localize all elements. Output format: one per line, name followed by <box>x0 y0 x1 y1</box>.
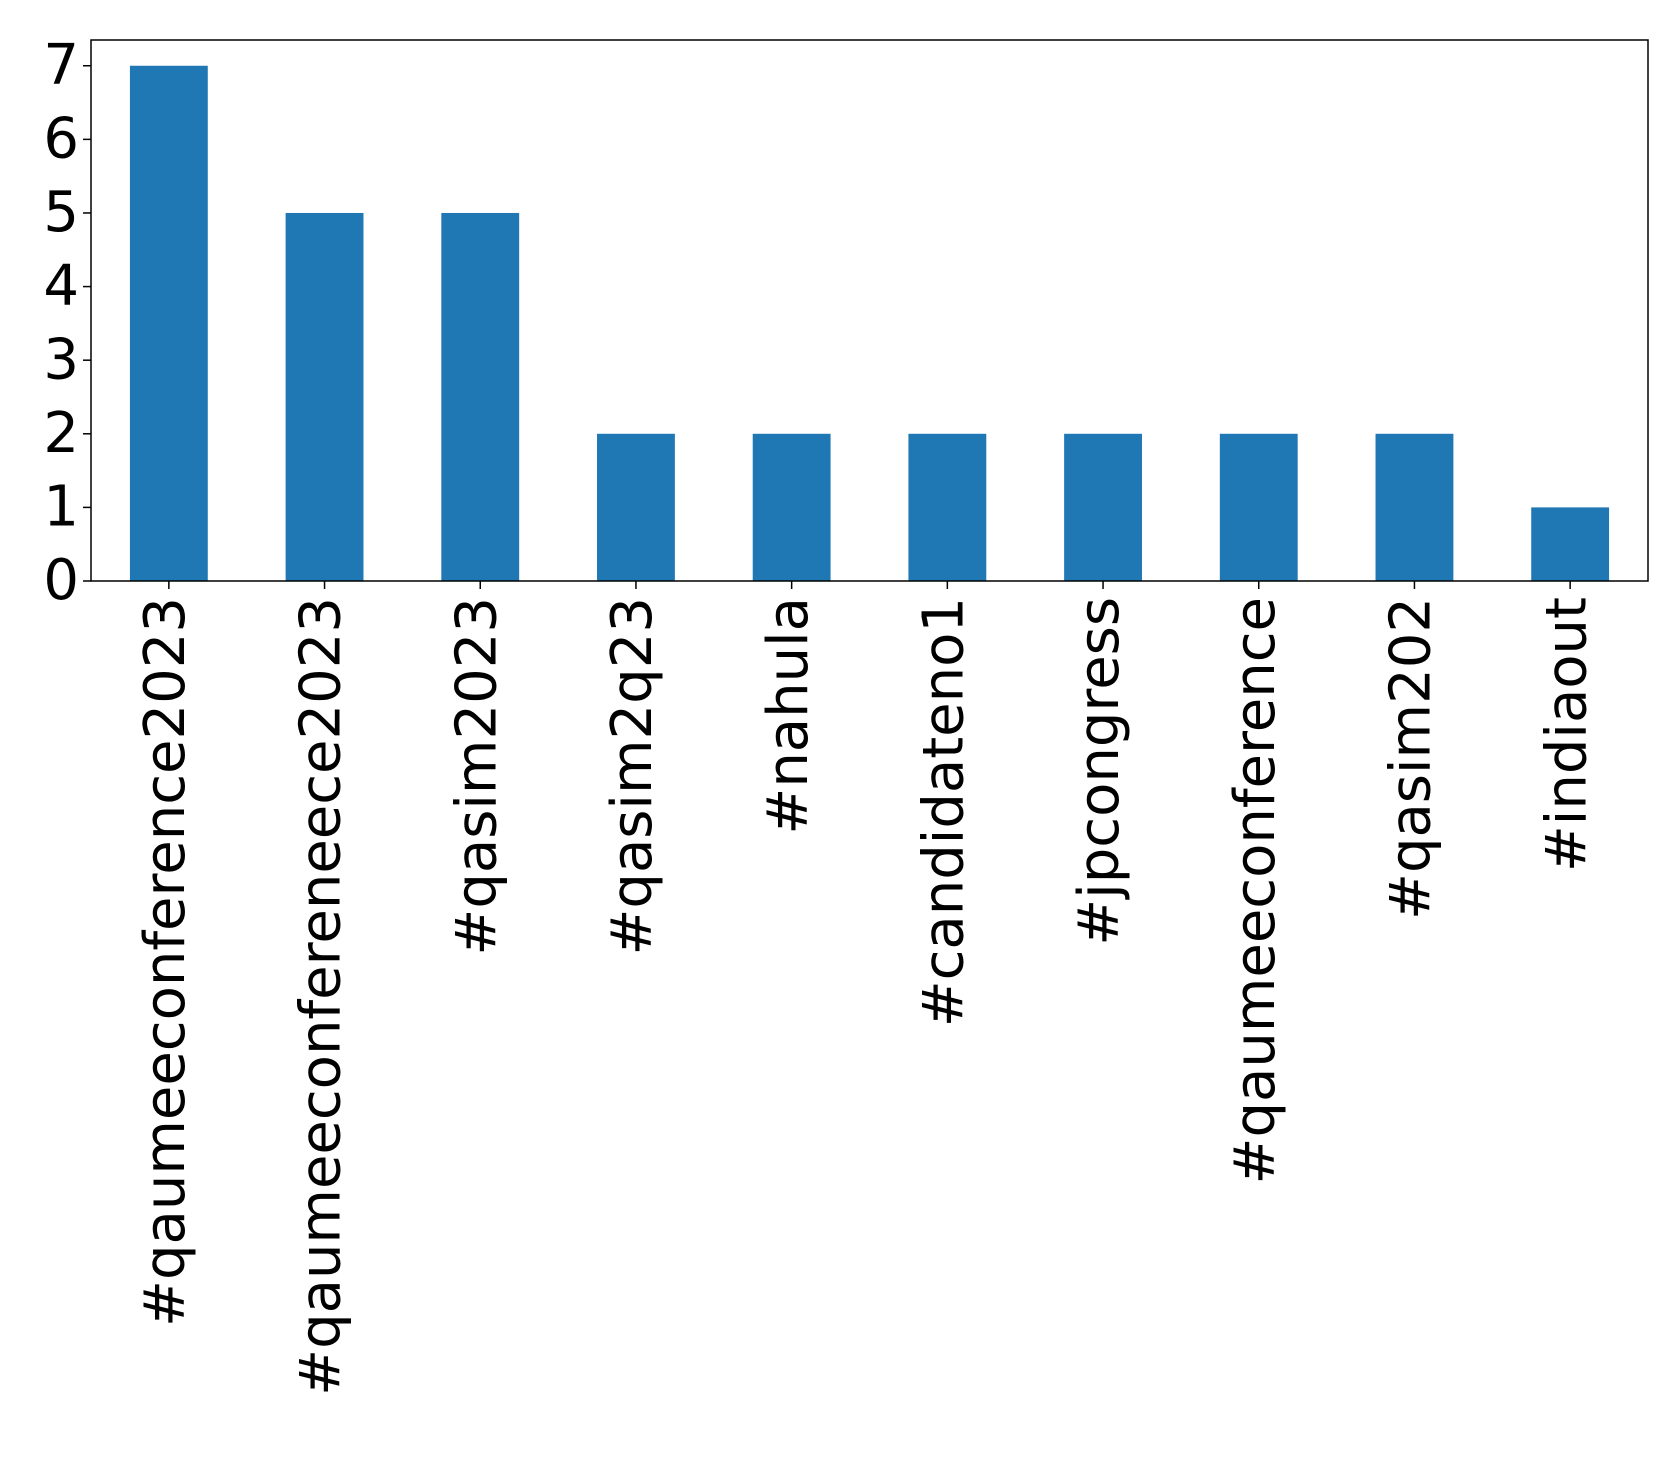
y-tick-label: 2 <box>43 401 79 466</box>
y-tick-label: 6 <box>43 107 79 172</box>
bar <box>1375 433 1454 581</box>
x-tick-label: #qaumeeconference <box>1223 597 1288 1184</box>
bar <box>1219 433 1298 581</box>
bar <box>285 212 364 582</box>
x-tick-label: #qasim2023 <box>444 597 509 956</box>
plot-frame <box>90 39 1649 582</box>
bar <box>441 212 520 582</box>
x-tick-label: #qasim202 <box>1379 597 1444 920</box>
bar <box>597 433 675 581</box>
x-tick-label: #jpcongress <box>1067 597 1132 946</box>
x-tick-label: #indiaout <box>1534 597 1599 872</box>
y-tick-label: 3 <box>43 327 79 392</box>
bar <box>1531 507 1610 581</box>
y-tick-label: 1 <box>43 475 79 540</box>
x-tick-label: #qaumeeconference2023 <box>133 597 198 1327</box>
y-tick-label: 0 <box>43 548 79 613</box>
bar <box>129 65 208 581</box>
x-tick-label: #candidateno1 <box>911 597 976 1027</box>
y-tick-label: 5 <box>43 180 79 245</box>
x-tick-label: #nahula <box>756 597 821 835</box>
x-tick-label: #qaumeeconfereneece2023 <box>289 597 354 1396</box>
x-tick-label: #qasim2q23 <box>600 597 665 956</box>
y-tick-label: 7 <box>43 33 79 98</box>
y-tick-label: 4 <box>43 254 79 319</box>
bar <box>1064 433 1142 581</box>
bar <box>752 433 831 581</box>
bar <box>908 433 987 581</box>
